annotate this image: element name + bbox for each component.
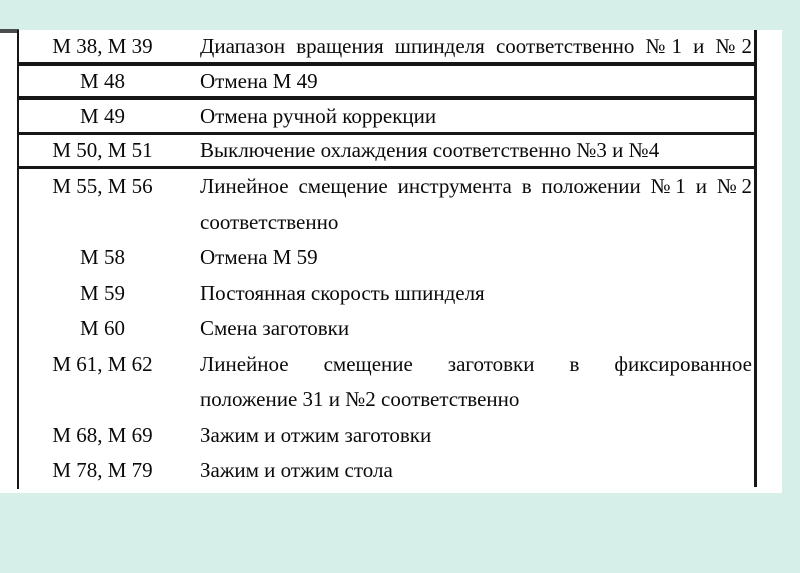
description-line: соответственно — [200, 209, 339, 234]
description-line: положение 31 и №2 соответственно — [200, 387, 520, 411]
description-line: Отмена М 59 — [200, 245, 318, 269]
description-cell: Зажим и отжим заготовки — [186, 418, 754, 454]
description-cell: Линейное смещение инструмента в положени… — [186, 169, 754, 240]
table-row: М 49 Отмена ручной коррекции — [19, 100, 754, 132]
row-separator — [19, 96, 754, 100]
description-line: Смена заготовки — [200, 316, 350, 340]
table-row: М 60 Смена заготовки — [19, 311, 754, 347]
description-cell: Постоянная скорость шпинделя — [186, 276, 754, 312]
row-separator — [19, 166, 754, 169]
description-cell: Выключение охлаждения соответственно №3 … — [186, 138, 754, 163]
mcode-cell: М 50, М 51 — [52, 138, 153, 162]
table-row: М 61, М 62 Линейное смещение заготовки в … — [19, 347, 754, 418]
row-separator — [19, 132, 754, 135]
table-left-border — [17, 30, 19, 489]
mcode-cell: М 49 — [80, 103, 125, 128]
description-cell: Отмена М 59 — [186, 240, 754, 276]
description-line: Постоянная скорость шпинделя — [200, 280, 485, 305]
description-line: Зажим и отжим стола — [200, 458, 393, 482]
mcode-table-panel: М 38, М 39 Диапазон вращения шпинделя соо… — [0, 29, 782, 493]
top-left-border-stub — [0, 29, 19, 33]
mcode-cell: М 38, М 39 — [52, 33, 153, 58]
description-line: Линейное смещение инструмента в положени… — [200, 174, 752, 198]
description-line: Отмена ручной коррекции — [200, 103, 437, 128]
table-row: М 55, М 56 Линейное смещение инструмента … — [19, 169, 754, 240]
mcode-cell: М 55, М 56 — [52, 174, 153, 198]
description-line: Отмена М 49 — [200, 68, 318, 93]
description-line: Выключение охлаждения соответственно №3 … — [200, 138, 660, 162]
mcode-cell: М 59 — [80, 280, 125, 305]
description-cell: Смена заготовки — [186, 311, 754, 347]
mcode-cell: М 60 — [80, 316, 125, 340]
description-cell: Линейное смещение заготовки в фиксирован… — [186, 347, 754, 418]
table-row: М 38, М 39 Диапазон вращения шпинделя соо… — [19, 30, 754, 62]
row-separator — [19, 62, 754, 66]
description-line: Зажим и отжим заготовки — [200, 422, 432, 447]
table-row: М 59 Постоянная скорость шпинделя — [19, 276, 754, 312]
table-row: М 50, М 51 Выключение охлаждения соответс… — [19, 135, 754, 166]
description-line: Диапазон вращения шпинделя соответственн… — [200, 33, 752, 58]
mcode-table: М 38, М 39 Диапазон вращения шпинделя соо… — [19, 30, 754, 489]
mcode-cell: М 68, М 69 — [52, 422, 153, 447]
table-row: М 48 Отмена М 49 — [19, 66, 754, 96]
table-row: М 58 Отмена М 59 — [19, 240, 754, 276]
description-cell: Отмена ручной коррекции — [186, 104, 754, 129]
table-right-border — [754, 30, 757, 487]
description-line: Линейное смещение заготовки в фиксирован… — [200, 351, 752, 376]
table-row: М 68, М 69 Зажим и отжим заготовки — [19, 418, 754, 454]
description-cell: Диапазон вращения шпинделя соответственн… — [186, 34, 754, 59]
table-row: М 78, М 79 Зажим и отжим стола — [19, 453, 754, 489]
mcode-cell: М 58 — [80, 245, 125, 269]
mcode-cell: М 61, М 62 — [52, 351, 153, 376]
description-cell: Зажим и отжим стола — [186, 453, 754, 489]
mcode-cell: М 48 — [80, 68, 125, 93]
mcode-cell: М 78, М 79 — [52, 458, 153, 482]
description-cell: Отмена М 49 — [186, 69, 754, 94]
